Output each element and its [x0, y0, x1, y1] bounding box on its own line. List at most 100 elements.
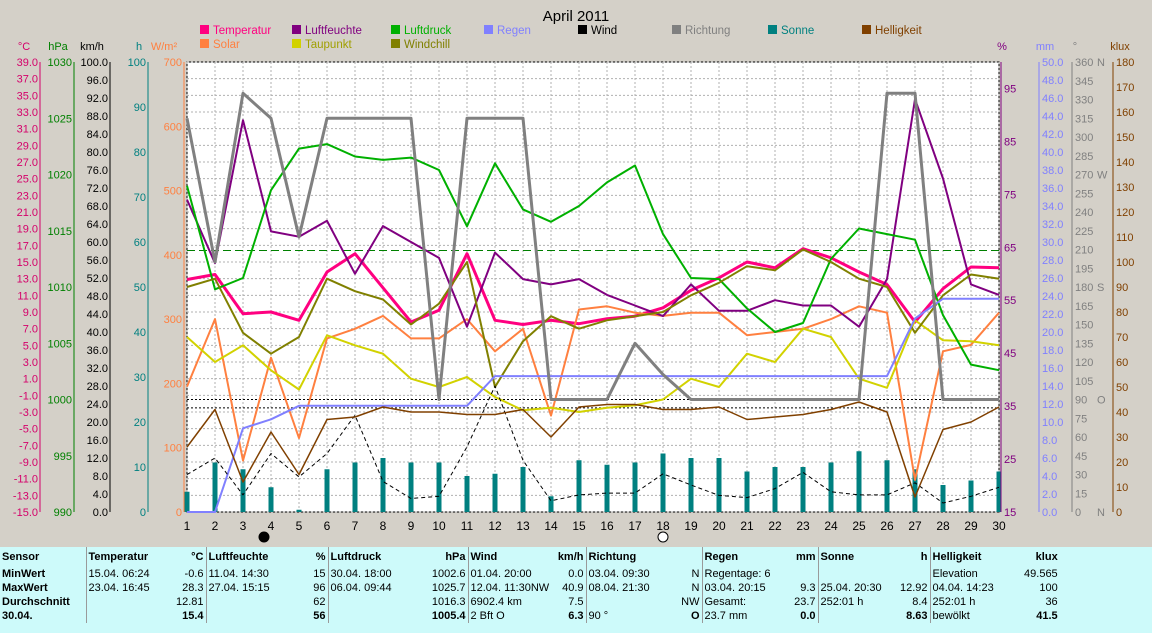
axis-tick-label-wind: 44.0	[87, 309, 108, 321]
axis-tick-label-rain: 38.0	[1042, 165, 1063, 177]
stats-value: 12.92	[900, 582, 928, 594]
axis-tick-label-wind: 16.0	[87, 435, 108, 447]
stats-value: N	[691, 568, 700, 580]
stats-direction-unit	[676, 547, 702, 567]
x-tick-label: 17	[628, 519, 642, 533]
sun-bar	[660, 453, 666, 512]
axis-tick-label-direction: 285	[1075, 151, 1093, 163]
axis-tick-label-wind: 84.0	[87, 129, 108, 141]
legend-label: Wind	[591, 25, 617, 37]
axis-tick-label-wind: 88.0	[87, 111, 108, 123]
series-line-solar	[186, 305, 1000, 481]
axis-tick-label-sun: 20	[134, 417, 146, 429]
axis-tick-label-solar: 200	[164, 378, 182, 390]
stats-value: 36	[1045, 596, 1058, 608]
axis-tick-label-solar: 600	[164, 121, 182, 133]
stats-value: 100	[1039, 582, 1058, 594]
stats-brightness-header: Helligkeit	[929, 547, 1023, 567]
sun-bar	[240, 469, 246, 512]
axis-tick-label-direction: 225	[1075, 226, 1093, 238]
axis-tick-label-sun: 10	[134, 462, 146, 474]
stats-direction-header: Richtung	[585, 547, 676, 567]
stats-cell	[205, 609, 292, 623]
axis-tick-label-temperature: 9.0	[23, 307, 38, 319]
axis-tick-label-humidity: 35	[1004, 401, 1016, 413]
axis-tick-label-solar: 100	[164, 443, 182, 455]
axis-tick-label-rain: 28.0	[1042, 255, 1063, 267]
legend-swatch	[200, 25, 209, 34]
stats-value: 15.4	[182, 610, 204, 622]
axis-tick-label-rain: 12.0	[1042, 399, 1063, 411]
stats-sun-unit: h	[920, 551, 928, 563]
axis-tick-label-humidity: 25	[1004, 454, 1016, 466]
x-tick-label: 6	[324, 519, 331, 533]
legend-swatch	[578, 25, 587, 34]
axis-tick-label-rain: 10.0	[1042, 417, 1063, 429]
stats-row-label: MaxWert	[2, 582, 48, 594]
sun-bar	[884, 460, 890, 512]
axis-tick-label-wind: 60.0	[87, 237, 108, 249]
axis-tick-label-wind: 96.0	[87, 75, 108, 87]
series-line-taupunkt	[186, 319, 1000, 413]
stats-cell: 12.04. 11:30NW	[467, 581, 554, 595]
axis-unit-humidity: %	[997, 41, 1007, 53]
axis-tick-label-wind: 76.0	[87, 165, 108, 177]
series-line-helligkeit	[186, 401, 1000, 498]
legend-swatch	[768, 25, 777, 34]
stats-cell: 6902.4 km	[467, 595, 554, 609]
stats-rain-unit: mm	[795, 551, 816, 563]
axis-tick-label-temperature: 15.0	[17, 257, 38, 269]
sun-bar	[324, 469, 330, 512]
axis-tick-label-rain: 30.0	[1042, 237, 1063, 249]
axis-tick-label-brightness: 110	[1116, 232, 1134, 244]
axis-tick-label-wind: 24.0	[87, 399, 108, 411]
stats-pressure-unit: hPa	[445, 551, 466, 563]
legend-label: Luftfeuchte	[305, 25, 362, 37]
stats-cell	[205, 595, 292, 609]
series-line-richtung	[185, 91, 999, 401]
stats-row-label: Durchschnitt	[2, 596, 70, 608]
sun-bar	[604, 464, 610, 512]
axis-tick-label-wind: 56.0	[87, 255, 108, 267]
axis-tick-label-direction: 315	[1075, 113, 1093, 125]
axis-tick-label-wind: 52.0	[87, 273, 108, 285]
x-tick-label: 8	[380, 519, 387, 533]
axis-tick-label-rain: 8.0	[1042, 435, 1057, 447]
stats-value: 1002.6	[431, 568, 466, 580]
axis-tick-label-direction: 180	[1075, 282, 1093, 294]
sun-bar	[716, 458, 722, 512]
axis-tick-label-rain: 22.0	[1042, 309, 1063, 321]
axis-tick-label-brightness: 170	[1116, 82, 1134, 94]
axis-tick-label-temperature: -15.0	[13, 507, 38, 519]
x-tick-label: 16	[600, 519, 614, 533]
sun-bar	[744, 471, 750, 512]
axis-tick-label-direction: 75	[1075, 413, 1087, 425]
x-tick-label: 5	[296, 519, 303, 533]
axis-tick-label-humidity: 15	[1004, 507, 1016, 519]
x-tick-label: 30	[992, 519, 1006, 533]
stats-cell: Regentage: 6	[701, 567, 790, 581]
series-line-luftfeuchte	[186, 98, 1000, 328]
axis-tick-label-humidity: 95	[1004, 83, 1016, 95]
legend-label: Solar	[213, 39, 240, 51]
axis-tick-label-temperature: 37.0	[17, 74, 38, 86]
axis-tick-label-brightness: 60	[1116, 357, 1128, 369]
axis-tick-label-wind: 64.0	[87, 219, 108, 231]
stats-row-min: MinWert 15.04. 06:24 -0.6 11.04. 14:30 1…	[0, 567, 1060, 581]
axis-tick-label-direction: 165	[1075, 301, 1093, 313]
stats-cell: 23.04. 16:45	[85, 581, 172, 595]
axis-tick-label-temperature: 11.0	[17, 290, 38, 302]
sun-bar	[408, 462, 414, 512]
axis-tick-label-sun: 70	[134, 192, 146, 204]
stats-value: 12.81	[175, 596, 204, 608]
chart-title: April 2011	[543, 8, 609, 25]
axis-tick-label-pressure: 995	[54, 451, 72, 463]
stats-brightness-unit: klux	[1035, 551, 1058, 563]
x-tick-label: 20	[712, 519, 726, 533]
axis-tick-label-temperature: -9.0	[19, 457, 38, 469]
stats-cell	[817, 609, 898, 623]
axis-tick-label-humidity: 55	[1004, 295, 1016, 307]
x-tick-label: 7	[352, 519, 359, 533]
stats-cell	[817, 567, 898, 581]
axis-tick-label-solar: 500	[164, 186, 182, 198]
